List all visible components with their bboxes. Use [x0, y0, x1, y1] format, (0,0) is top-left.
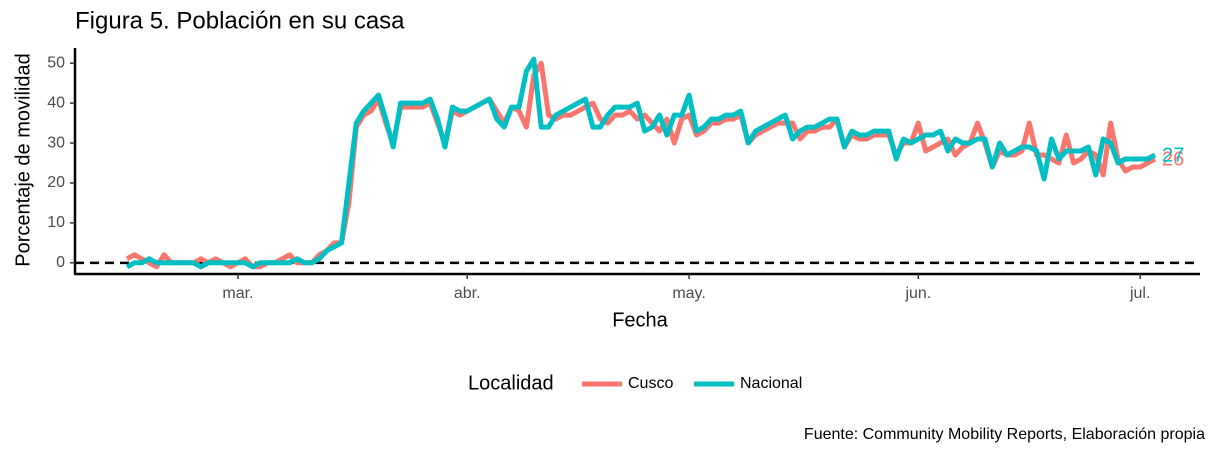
y-tick-label: 10: [47, 214, 65, 231]
x-tick-label: jul.: [1129, 285, 1150, 302]
x-axis-label: Fecha: [612, 309, 668, 331]
y-tick-label: 0: [56, 254, 65, 271]
end-label: 27: [1162, 144, 1184, 166]
data-line: [125, 56, 1157, 270]
y-tick-label: 20: [47, 174, 65, 191]
x-tick-label: mar.: [222, 285, 253, 302]
chart-title: Figura 5. Población en su casa: [75, 7, 405, 34]
end-label: 26: [1162, 148, 1184, 170]
legend-label: Cusco: [628, 375, 673, 392]
y-axis-label: Porcentaje de movilidad: [12, 53, 34, 266]
legend-title: Localidad: [468, 372, 554, 394]
x-tick-label: may.: [672, 285, 705, 302]
caption: Fuente: Community Mobility Reports, Elab…: [804, 426, 1205, 443]
y-tick-label: 50: [47, 54, 65, 71]
y-tick-label: 30: [47, 134, 65, 151]
legend-label: Nacional: [740, 375, 802, 392]
x-tick-label: jun.: [904, 285, 931, 302]
x-tick-label: abr.: [454, 285, 481, 302]
y-tick-label: 40: [47, 94, 65, 111]
